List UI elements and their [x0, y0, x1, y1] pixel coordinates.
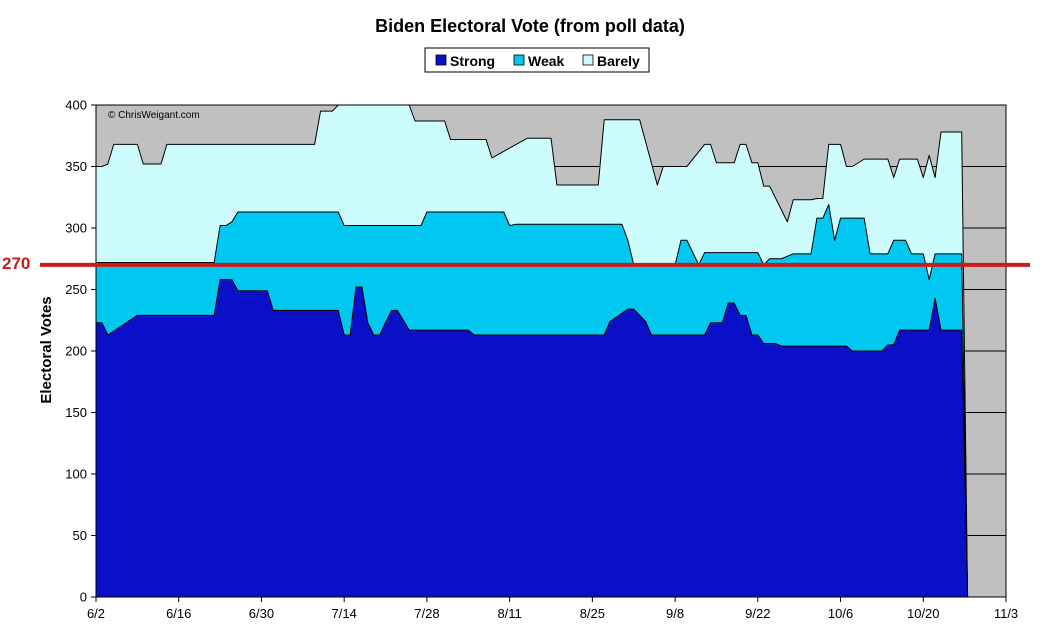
y-tick-label-300: 300: [65, 221, 87, 236]
x-tick-label-8: 9/22: [745, 606, 770, 621]
y-tick-label-250: 250: [65, 282, 87, 297]
y-axis-label: Electoral Votes: [38, 296, 55, 403]
y-tick-label-200: 200: [65, 344, 87, 359]
x-tick-label-1: 6/16: [166, 606, 191, 621]
legend-label-strong: Strong: [450, 53, 495, 69]
x-tick-label-5: 8/11: [497, 606, 521, 621]
x-tick-label-3: 7/14: [332, 606, 357, 621]
x-tick-label-6: 8/25: [580, 606, 605, 621]
copyright-note: © ChrisWeigant.com: [108, 110, 200, 121]
y-tick-label-400: 400: [65, 98, 87, 113]
legend-label-barely: Barely: [597, 53, 640, 69]
y-tick-label-50: 50: [73, 528, 87, 543]
x-tick-label-9: 10/6: [828, 606, 853, 621]
y-tick-label-350: 350: [65, 159, 87, 174]
legend-swatch-barely: [582, 54, 594, 66]
y-tick-label-0: 0: [80, 590, 87, 605]
y-tick-label-100: 100: [65, 467, 87, 482]
legend-swatch-weak: [513, 54, 525, 66]
y-tick-label-150: 150: [65, 405, 87, 420]
x-tick-label-2: 6/30: [249, 606, 274, 621]
area-strong: [95, 279, 969, 598]
x-tick-label-10: 10/20: [907, 606, 940, 621]
chart-title: Biden Electoral Vote (from poll data): [375, 16, 685, 36]
x-tick-label-4: 7/28: [414, 606, 439, 621]
legend-label-weak: Weak: [528, 53, 565, 69]
x-tick-label-0: 6/2: [87, 606, 105, 621]
legend-box: [424, 47, 650, 73]
reference-line-label: 270: [2, 254, 30, 273]
x-tick-label-7: 9/8: [666, 606, 684, 621]
legend-swatch-strong: [435, 54, 447, 66]
legend: Strong Weak Barely: [424, 47, 650, 73]
x-tick-label-11: 11/3: [994, 606, 1018, 621]
